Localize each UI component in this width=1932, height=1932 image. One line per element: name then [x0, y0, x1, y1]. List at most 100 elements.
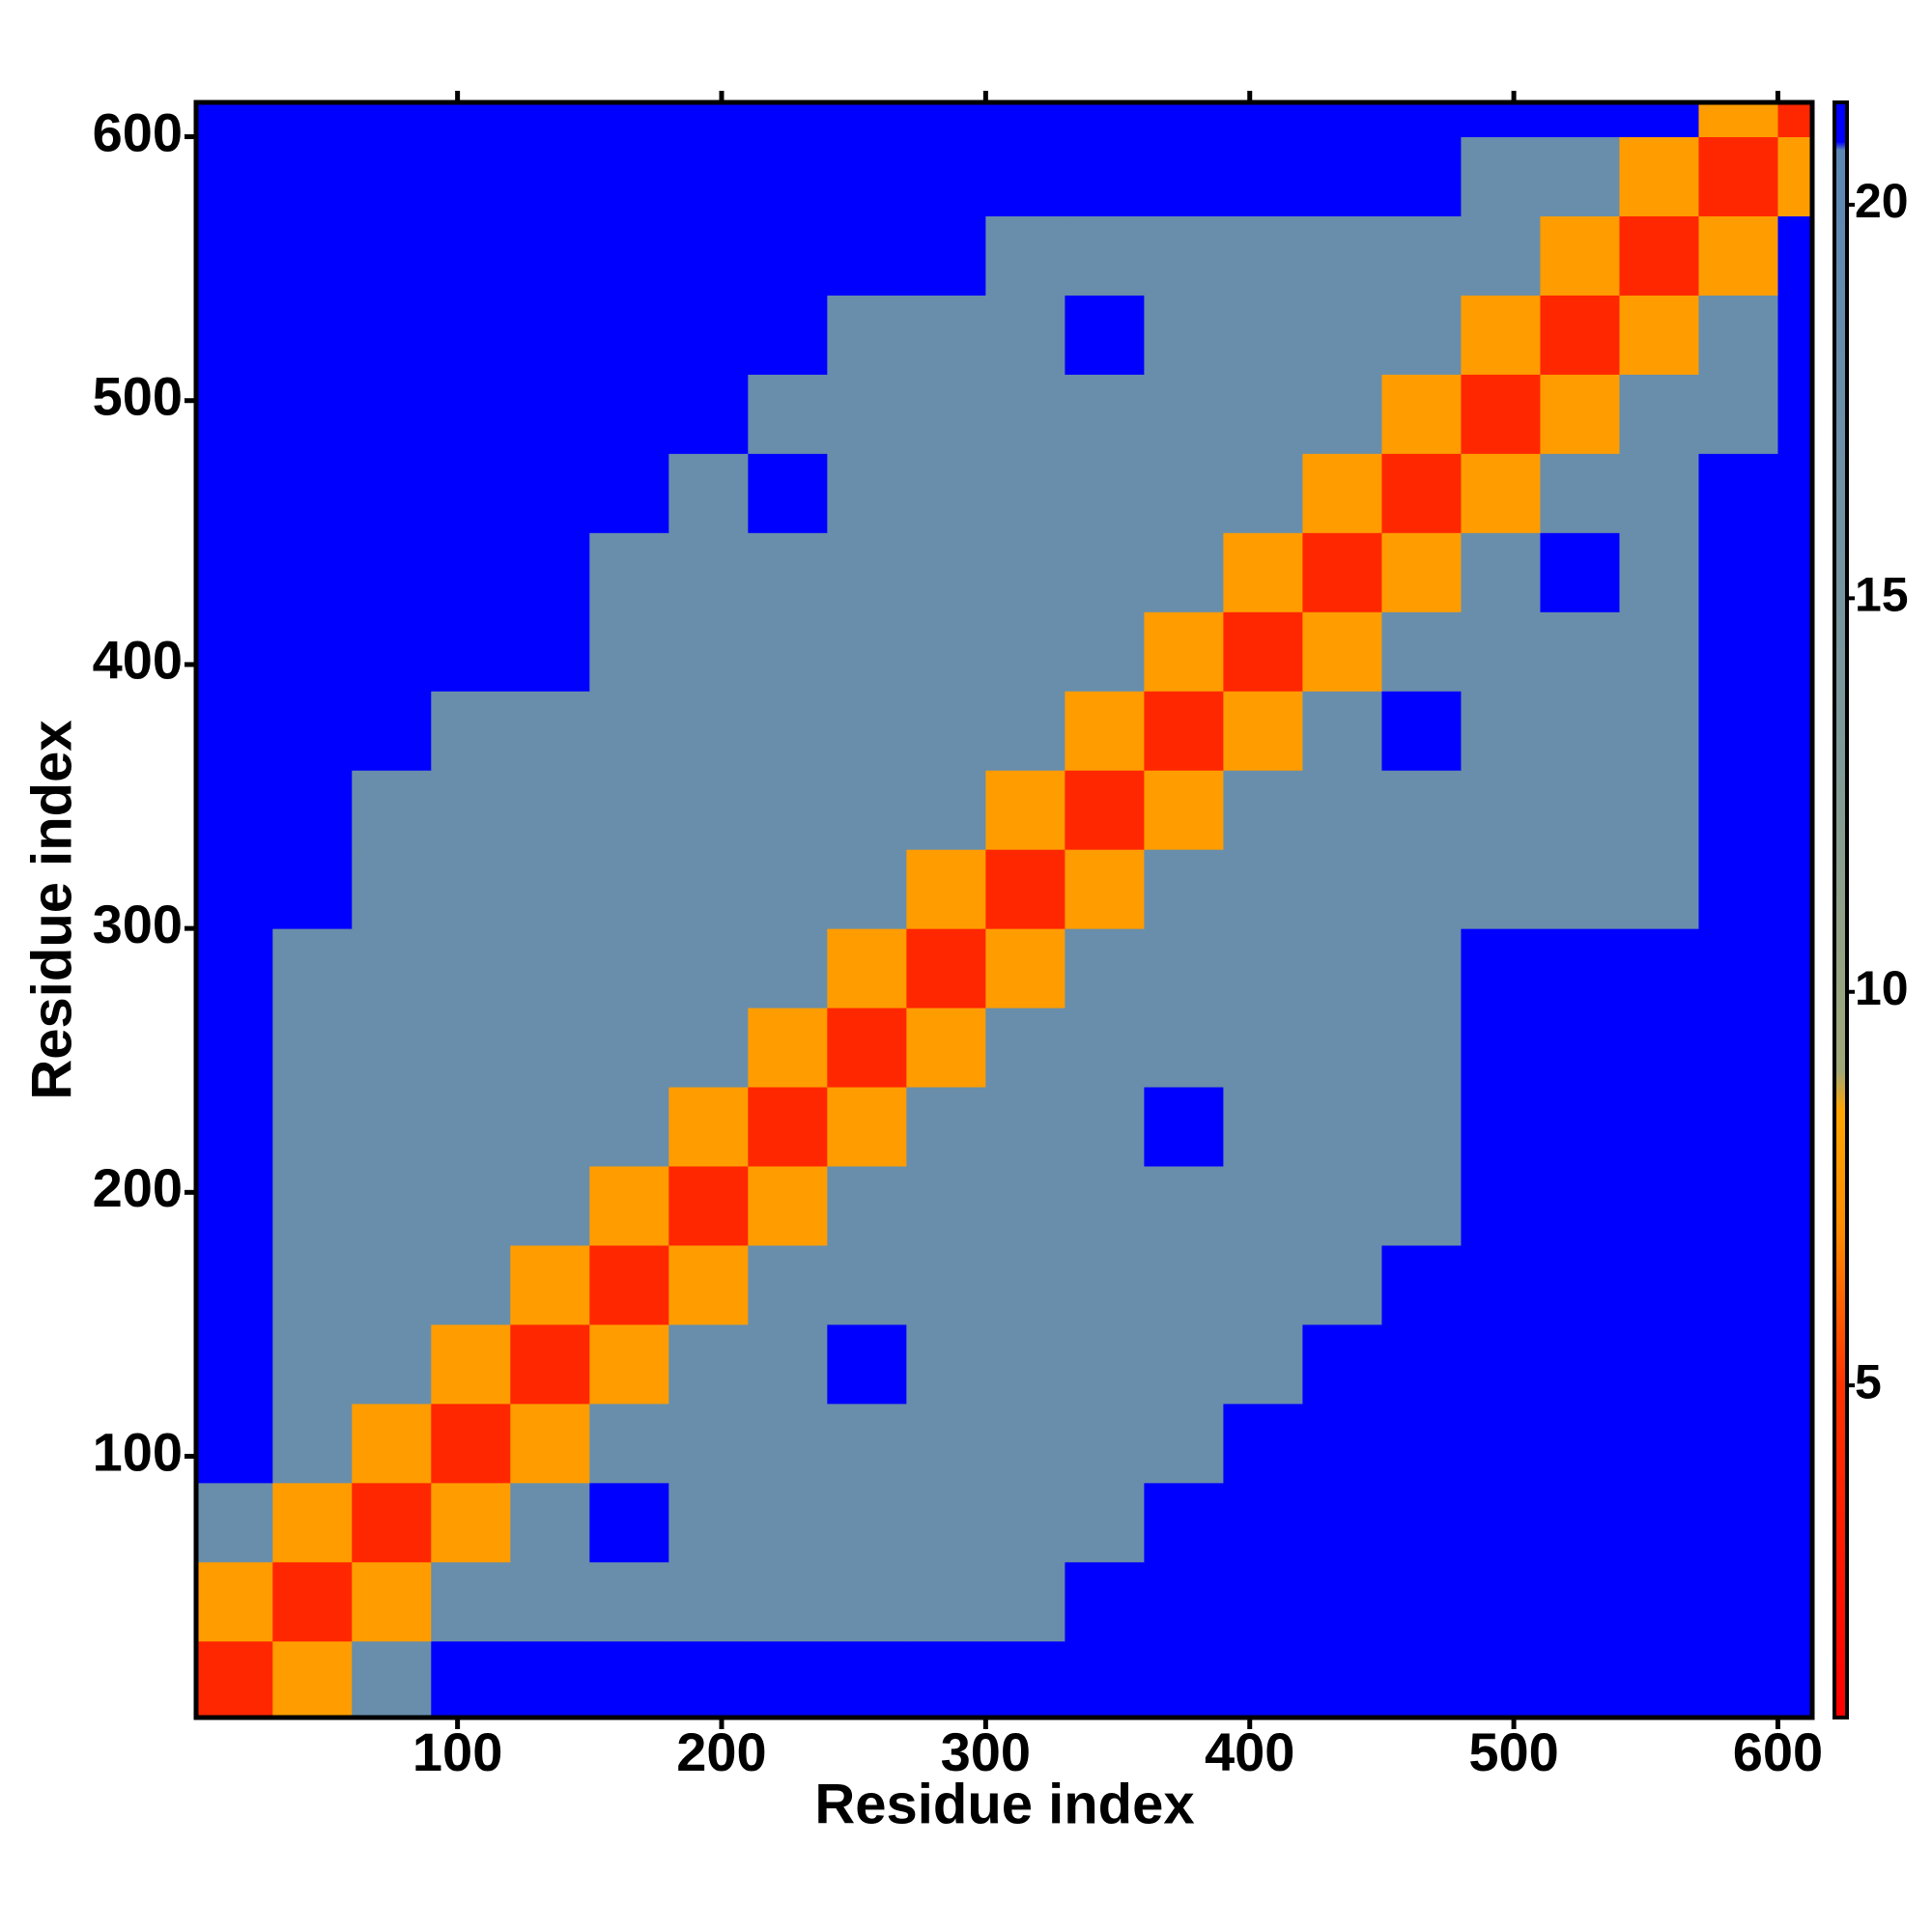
heatmap-cell	[1144, 453, 1224, 533]
heatmap-cell	[431, 1323, 511, 1405]
heatmap-cell	[827, 611, 907, 692]
heatmap-cell	[827, 1482, 907, 1563]
heatmap-cell	[1144, 1323, 1224, 1405]
heatmap-cell	[827, 374, 907, 454]
heatmap-cell	[1777, 453, 1813, 533]
heatmap-cell	[510, 1244, 590, 1325]
heatmap-cell	[985, 928, 1065, 1009]
heatmap-cell	[1698, 295, 1778, 375]
heatmap-cell	[1381, 928, 1462, 1009]
heatmap-cell	[1619, 849, 1699, 929]
heatmap-cell	[352, 532, 432, 612]
heatmap-cell	[748, 1561, 828, 1642]
heatmap-cell	[1065, 1166, 1145, 1246]
heatmap-cell	[352, 374, 432, 454]
heatmap-cell	[431, 1087, 511, 1167]
heatmap-cell	[196, 1482, 273, 1563]
heatmap-cell	[1144, 215, 1224, 296]
heatmap-cell	[272, 928, 353, 1009]
heatmap-cell	[1144, 1561, 1224, 1642]
heatmap-cell	[985, 1640, 1065, 1719]
heatmap-cell	[1777, 1008, 1813, 1088]
heatmap-cell	[431, 849, 511, 929]
colorbar-segment	[1834, 149, 1847, 756]
x-tick-label: 400	[1205, 1721, 1294, 1782]
heatmap-cell	[1540, 611, 1620, 692]
heatmap-cell	[668, 374, 749, 454]
heatmap-cell	[985, 1561, 1065, 1642]
heatmap-cell	[1223, 1166, 1303, 1246]
heatmap-cell	[906, 1244, 986, 1325]
heatmap-cell	[1461, 611, 1541, 692]
heatmap-cell	[589, 532, 669, 612]
heatmap-cell	[668, 1244, 749, 1325]
heatmap-cell	[985, 849, 1065, 929]
heatmap-cell	[589, 295, 669, 375]
heatmap-cell	[1777, 295, 1813, 375]
heatmap-cell	[1381, 1244, 1462, 1325]
heatmap-cell	[272, 691, 353, 771]
heatmap-cell	[510, 1087, 590, 1167]
heatmap-cell	[1461, 1008, 1541, 1088]
heatmap-cell	[431, 1403, 511, 1484]
heatmap-cell	[196, 1323, 273, 1405]
heatmap-cell	[1461, 1482, 1541, 1563]
heatmap-cell	[1619, 928, 1699, 1009]
y-tick-label: 400	[93, 630, 183, 691]
heatmap-cell	[985, 1008, 1065, 1088]
heatmap-cell	[985, 136, 1065, 216]
heatmap-cell	[668, 1008, 749, 1088]
heatmap-cell	[906, 453, 986, 533]
heatmap-cell	[510, 453, 590, 533]
heatmap-cell	[1461, 770, 1541, 850]
heatmap-cell	[1619, 374, 1699, 454]
heatmap-cell	[827, 136, 907, 216]
heatmap-cell	[1461, 928, 1541, 1009]
heatmap-cell	[748, 374, 828, 454]
heatmap-cell	[272, 1640, 353, 1719]
heatmap-cell	[668, 1403, 749, 1484]
heatmap-cell	[1540, 1008, 1620, 1088]
heatmap-cell	[1461, 1323, 1541, 1405]
heatmap-cell	[748, 1166, 828, 1246]
heatmap-cell	[1223, 1482, 1303, 1563]
heatmap-cell	[1461, 532, 1541, 612]
heatmap-cell	[1302, 1244, 1382, 1325]
x-tick-label: 300	[941, 1721, 1031, 1782]
y-tick-label: 200	[93, 1157, 183, 1218]
heatmap-cell	[827, 1008, 907, 1088]
heatmap-cell	[985, 1482, 1065, 1563]
heatmap-cell	[1065, 1561, 1145, 1642]
heatmap-cell	[748, 928, 828, 1009]
heatmap-cell	[1302, 295, 1382, 375]
heatmap-cell	[1461, 374, 1541, 454]
heatmap-cell	[1619, 136, 1699, 216]
heatmap-cell	[1381, 1087, 1462, 1167]
heatmap-cell	[1065, 770, 1145, 850]
heatmap-cell	[272, 1403, 353, 1484]
heatmap-cell	[1223, 1323, 1303, 1405]
heatmap-cell	[196, 611, 273, 692]
y-tick-label: 500	[93, 366, 183, 427]
y-axis-title: Residue index	[20, 720, 83, 1099]
heatmap-cell	[1144, 1482, 1224, 1563]
heatmap-cell	[196, 1561, 273, 1642]
heatmap-cell	[985, 1166, 1065, 1246]
heatmap-cell	[1144, 1640, 1224, 1719]
heatmap-cell	[1619, 1087, 1699, 1167]
heatmap-cell	[431, 102, 511, 138]
heatmap-cell	[1065, 691, 1145, 771]
heatmap-cell	[906, 215, 986, 296]
heatmap-cell	[748, 611, 828, 692]
heatmap-cell	[1698, 453, 1778, 533]
heatmap-cell	[352, 1323, 432, 1405]
heatmap-cell	[1777, 928, 1813, 1009]
heatmap-cell	[1461, 1561, 1541, 1642]
heatmap-cell	[589, 611, 669, 692]
heatmap-cell	[352, 849, 432, 929]
y-tick-label: 100	[93, 1421, 183, 1482]
heatmap-cell	[272, 295, 353, 375]
heatmap-cell	[196, 691, 273, 771]
heatmap-cell	[510, 1323, 590, 1405]
heatmap-cell	[272, 770, 353, 850]
